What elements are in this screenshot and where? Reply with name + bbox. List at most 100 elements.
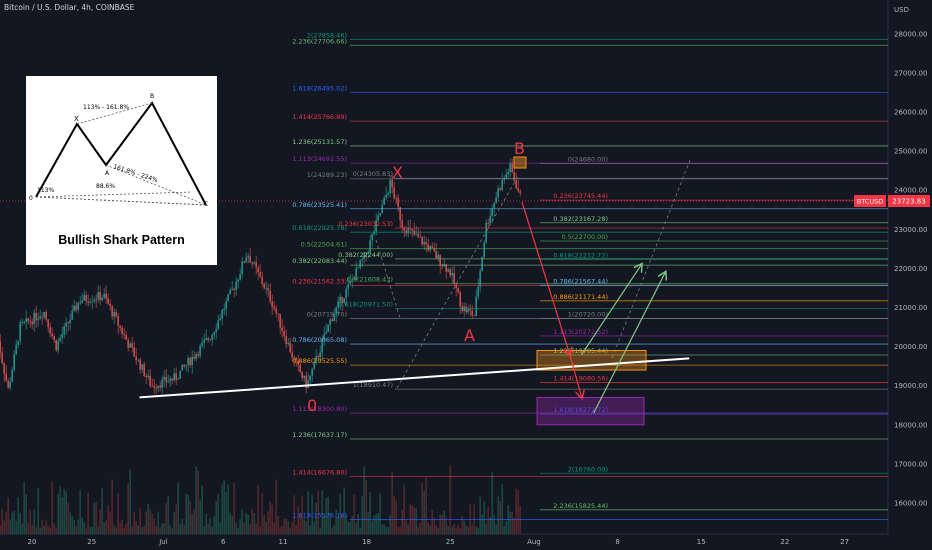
candle-body xyxy=(315,356,317,362)
volume-bar xyxy=(469,503,471,534)
volume-bar xyxy=(135,521,137,534)
volume-bar xyxy=(207,523,209,534)
volume-bar xyxy=(195,466,197,534)
candle-body xyxy=(335,307,337,315)
inset-diagram: X A B C 0 113% - 161.8% 161.8% - 224% 88… xyxy=(29,93,208,208)
volume-bar xyxy=(281,525,283,534)
candle-body xyxy=(1,352,3,364)
inset-label-a: A xyxy=(105,170,110,177)
volume-bar xyxy=(61,496,63,534)
candle-body xyxy=(99,292,101,301)
volume-bar xyxy=(389,514,391,534)
candle-body xyxy=(185,365,187,367)
volume-bar xyxy=(51,481,53,534)
candle-body xyxy=(71,310,73,320)
volume-bar xyxy=(257,484,259,534)
candle-body xyxy=(415,233,417,235)
volume-bar xyxy=(277,515,279,534)
candle-body xyxy=(477,286,479,297)
volume-bar xyxy=(91,526,93,534)
candle-body xyxy=(73,305,75,311)
volume-bar xyxy=(395,500,397,534)
candle-body xyxy=(199,345,201,356)
volume-bar xyxy=(425,477,427,534)
projection-arrow xyxy=(521,201,570,354)
candle-body xyxy=(493,203,495,209)
candle-body xyxy=(401,220,403,228)
volume-bar xyxy=(343,487,345,534)
candle-body xyxy=(281,327,283,331)
volume-bar xyxy=(439,514,441,534)
candle-body xyxy=(323,334,325,340)
volume-bar xyxy=(377,513,379,534)
candle-body xyxy=(3,363,5,374)
volume-bar xyxy=(0,525,1,534)
volume-bar xyxy=(15,520,17,534)
volume-bar xyxy=(157,511,159,534)
candle-body xyxy=(497,188,499,198)
candle-body xyxy=(407,227,409,234)
volume-bar xyxy=(379,493,381,534)
volume-bar xyxy=(39,527,41,534)
volume-bar xyxy=(495,524,497,534)
price-axis-tick: 20000.00 xyxy=(894,343,927,351)
volume-bar xyxy=(497,496,499,534)
volume-bar xyxy=(65,491,67,534)
candle-body xyxy=(239,273,241,280)
candle-body xyxy=(107,298,109,304)
volume-bar xyxy=(299,514,301,534)
candle-body xyxy=(375,220,377,232)
volume-bar xyxy=(349,522,351,534)
candle-body xyxy=(503,178,505,181)
fib-right-label: 1.414(19080.56) xyxy=(553,375,608,383)
volume-bar xyxy=(449,465,451,534)
candle-body xyxy=(455,283,457,289)
volume-bar xyxy=(243,523,245,534)
candle-body xyxy=(437,254,439,258)
volume-bar xyxy=(253,513,255,534)
volume-bar xyxy=(509,511,511,534)
volume-bar xyxy=(293,495,295,534)
candle-body xyxy=(97,292,99,300)
pattern-inset: X A B C 0 113% - 161.8% 161.8% - 224% 88… xyxy=(26,76,217,265)
candle-body xyxy=(441,265,443,267)
symbol-tag: BTCUSD xyxy=(857,197,883,205)
volume-bar xyxy=(375,514,377,534)
candle-body xyxy=(59,337,61,342)
candle-body xyxy=(135,356,137,361)
candle-body xyxy=(277,313,279,315)
candle-body xyxy=(187,358,189,366)
fib-left-label: 0.618(22925.78) xyxy=(292,224,347,232)
fib-left-label: 0.236(21562.33) xyxy=(292,278,347,286)
volume-bar xyxy=(59,486,61,534)
candle-body xyxy=(373,231,375,235)
candle-body xyxy=(289,342,291,353)
candle-body xyxy=(177,378,179,380)
candle-body xyxy=(147,375,149,377)
candle-body xyxy=(93,299,95,302)
volume-bar xyxy=(385,526,387,534)
candle-body xyxy=(139,359,141,370)
volume-bar xyxy=(249,524,251,534)
fib-left-label: 0.5(22504.61) xyxy=(301,241,347,249)
channel-line xyxy=(375,239,401,319)
candle-body xyxy=(267,288,269,291)
candle-body xyxy=(37,318,39,321)
volume-bar xyxy=(445,517,447,534)
candle-body xyxy=(13,354,15,370)
target-zone xyxy=(536,396,645,426)
pattern-label-b: B xyxy=(514,139,525,158)
candle-body xyxy=(451,272,453,276)
volume-bar xyxy=(99,509,101,534)
price-axis-currency: USD xyxy=(894,6,909,14)
inset-ratio-line xyxy=(105,164,207,206)
pattern-label-a: A xyxy=(464,326,475,345)
volume-bar xyxy=(167,496,169,534)
volume-bar xyxy=(321,490,323,534)
candle-body xyxy=(173,373,175,381)
volume-bar xyxy=(307,491,309,534)
volume-bar xyxy=(267,511,269,534)
candle-body xyxy=(193,356,195,359)
candle-body xyxy=(515,180,517,189)
volume-bar xyxy=(511,511,513,534)
